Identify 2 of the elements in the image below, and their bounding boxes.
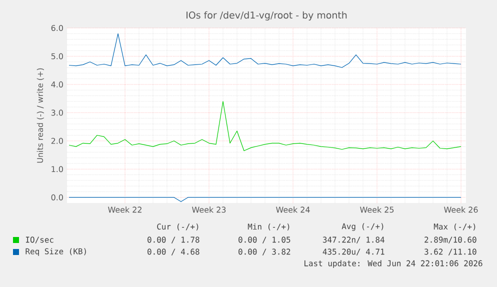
chart-title: IOs for /dev/d1-vg/root - by month [186,11,347,20]
line-series [68,33,462,68]
